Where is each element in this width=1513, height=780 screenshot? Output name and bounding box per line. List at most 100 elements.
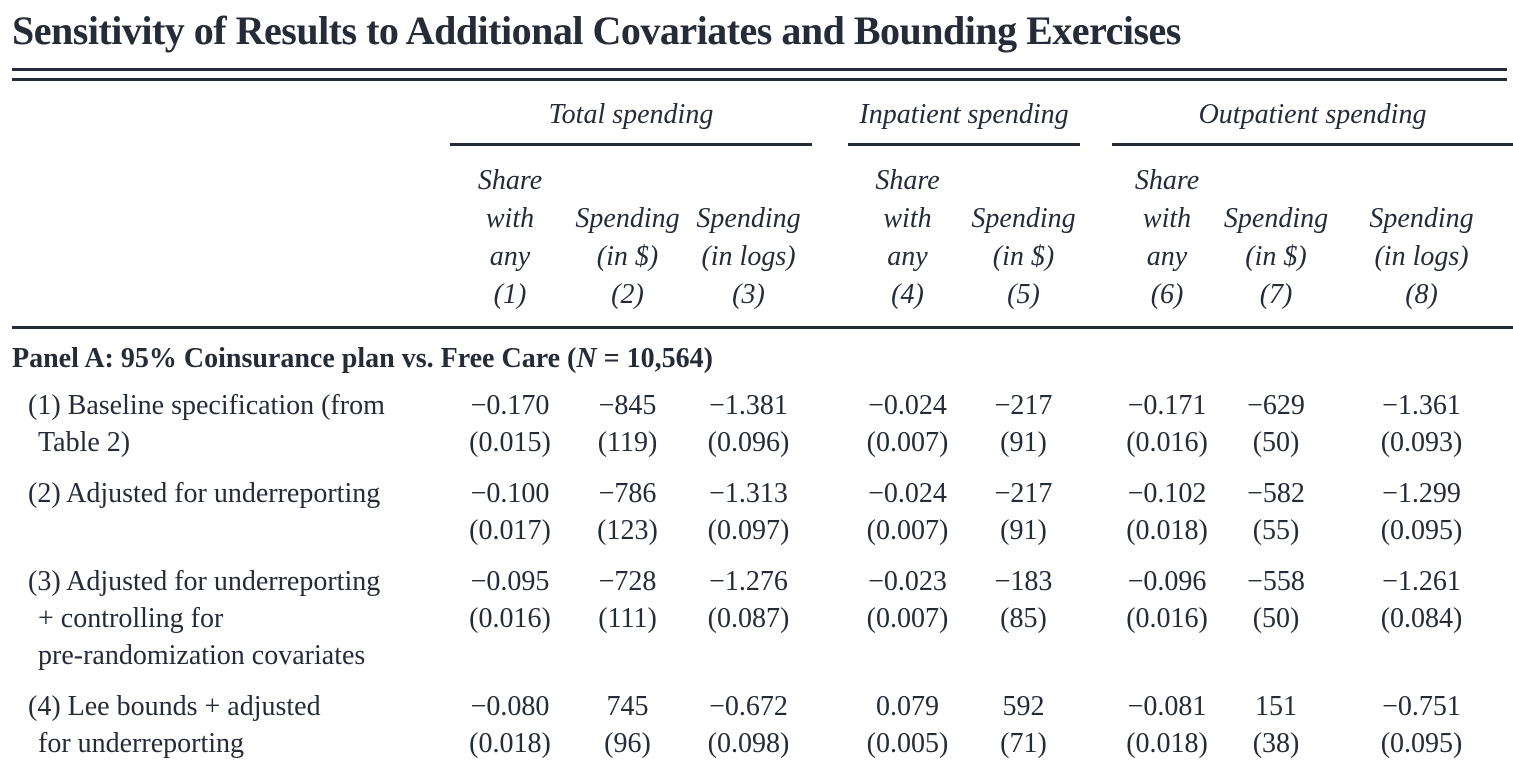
coefficient: −629 <box>1247 390 1305 421</box>
data-cell: −0.023 (0.007) <box>848 563 967 688</box>
coefficient: 592 <box>1002 691 1045 722</box>
group-label-total-spending: Total spending <box>450 99 812 146</box>
coefficient: −845 <box>598 390 657 421</box>
column-header-8: Spending (in logs) (8) <box>1369 203 1474 310</box>
std-error: (123) <box>597 515 658 546</box>
coefficient: −1.299 <box>1382 478 1461 509</box>
coefficient: −0.672 <box>709 691 788 722</box>
coefficient: −0.751 <box>1382 691 1461 722</box>
data-cell: −845 (119) <box>570 387 685 475</box>
row-label: (1) Baseline specification (from Table 2… <box>28 390 385 458</box>
column-header-3: Spending (in logs) (3) <box>696 203 801 310</box>
std-error: (91) <box>1000 427 1047 458</box>
data-cell: 0.079 (0.005) <box>848 688 967 776</box>
cell-spacer <box>1080 387 1112 475</box>
coefficient: −558 <box>1247 566 1305 597</box>
data-cell: −183 (85) <box>967 563 1080 688</box>
column-header-2: Spending (in $) (2) <box>575 203 680 310</box>
std-error: (0.005) <box>866 728 949 759</box>
header-spacer <box>1080 146 1112 324</box>
std-error: (0.084) <box>1380 603 1463 634</box>
data-cell: −582 (55) <box>1222 475 1330 563</box>
data-cell: −1.276 (0.087) <box>685 563 812 688</box>
std-error: (119) <box>597 427 658 458</box>
std-error: (0.007) <box>866 427 949 458</box>
std-error: (0.098) <box>707 728 790 759</box>
data-cell: −0.170 (0.015) <box>450 387 570 475</box>
data-cell: −1.361 (0.093) <box>1330 387 1513 475</box>
table-row-underreporting: (2) Adjusted for underreporting −0.100 (0… <box>12 475 1513 563</box>
header-rule-row <box>12 324 1513 329</box>
column-header-6: Share with any (6) <box>1134 165 1200 310</box>
panel-a-n-symbol: N <box>576 343 597 374</box>
data-cell: −0.672 (0.098) <box>685 688 812 776</box>
std-error: (0.095) <box>1380 728 1463 759</box>
coefficient: −0.096 <box>1127 566 1207 597</box>
coefficient: −217 <box>994 478 1053 509</box>
column-header-7: Spending (in $) (7) <box>1223 203 1329 310</box>
data-cell: −786 (123) <box>570 475 685 563</box>
cell-spacer <box>812 475 848 563</box>
data-cell: −0.100 (0.017) <box>450 475 570 563</box>
coefficient: −0.023 <box>868 566 947 597</box>
cell-spacer <box>812 387 848 475</box>
cell-spacer <box>1080 563 1112 688</box>
data-cell: −1.381 (0.096) <box>685 387 812 475</box>
coefficient: −0.170 <box>470 390 550 421</box>
group-label-outpatient-spending: Outpatient spending <box>1112 99 1513 146</box>
std-error: (0.007) <box>866 515 949 546</box>
std-error: (0.018) <box>469 728 551 759</box>
data-cell: −558 (50) <box>1222 563 1330 688</box>
std-error: (0.097) <box>707 515 790 546</box>
table-row-lee-bounds: (4) Lee bounds + adjusted for underrepor… <box>12 688 1513 776</box>
std-error: (0.087) <box>707 603 790 634</box>
std-error: (50) <box>1252 427 1300 458</box>
data-cell: −0.024 (0.007) <box>848 387 967 475</box>
group-spacer <box>812 81 848 146</box>
std-error: (0.018) <box>1126 728 1208 759</box>
data-cell: −0.080 (0.018) <box>450 688 570 776</box>
coefficient: −1.313 <box>709 478 788 509</box>
panel-a-sample-size: = 10,564) <box>596 343 713 374</box>
row-label: (2) Adjusted for underreporting <box>28 478 381 509</box>
data-cell: −1.299 (0.095) <box>1330 475 1513 563</box>
coefficient: −0.095 <box>470 566 550 597</box>
column-group-row: Total spending Inpatient spending Outpat… <box>12 81 1513 146</box>
data-cell: −1.313 (0.097) <box>685 475 812 563</box>
results-table: Total spending Inpatient spending Outpat… <box>12 81 1513 776</box>
data-cell: −217 (91) <box>967 387 1080 475</box>
column-group-outpatient-spending: Outpatient spending <box>1112 81 1513 146</box>
std-error: (0.093) <box>1380 427 1463 458</box>
cell-spacer <box>1080 475 1112 563</box>
column-header-4: Share with any (4) <box>875 165 940 310</box>
std-error: (0.016) <box>1126 427 1208 458</box>
data-cell: −217 (91) <box>967 475 1080 563</box>
coefficient: −0.102 <box>1127 478 1207 509</box>
data-cell: 592 (71) <box>967 688 1080 776</box>
std-error: (0.007) <box>866 603 949 634</box>
row-label-column-header <box>12 146 450 324</box>
panel-a-heading-text: Panel A: 95% Coinsurance plan vs. Free C… <box>12 343 577 374</box>
std-error: (71) <box>1000 728 1047 759</box>
coefficient: −0.081 <box>1127 691 1207 722</box>
data-cell: −0.024 (0.007) <box>848 475 967 563</box>
row-label-column-header <box>12 81 450 146</box>
std-error: (0.096) <box>707 427 790 458</box>
coefficient: −0.171 <box>1127 390 1207 421</box>
std-error: (91) <box>1000 515 1047 546</box>
row-label: (3) Adjusted for underreporting + contro… <box>28 566 381 671</box>
cell-spacer <box>1080 688 1112 776</box>
coefficient: −582 <box>1247 478 1305 509</box>
coefficient: −1.276 <box>709 566 788 597</box>
column-group-inpatient-spending: Inpatient spending <box>848 81 1081 146</box>
coefficient: −1.361 <box>1382 390 1461 421</box>
column-header-row: Share with any (1) Spending (in $) (2) S… <box>12 146 1513 324</box>
data-cell: −0.095 (0.016) <box>450 563 570 688</box>
std-error: (111) <box>598 603 657 634</box>
coefficient: 151 <box>1255 691 1298 722</box>
data-cell: −0.081 (0.018) <box>1112 688 1222 776</box>
data-cell: −728 (111) <box>570 563 685 688</box>
column-header-1: Share with any (1) <box>477 165 543 310</box>
std-error: (85) <box>1000 603 1047 634</box>
data-cell: 745 (96) <box>570 688 685 776</box>
